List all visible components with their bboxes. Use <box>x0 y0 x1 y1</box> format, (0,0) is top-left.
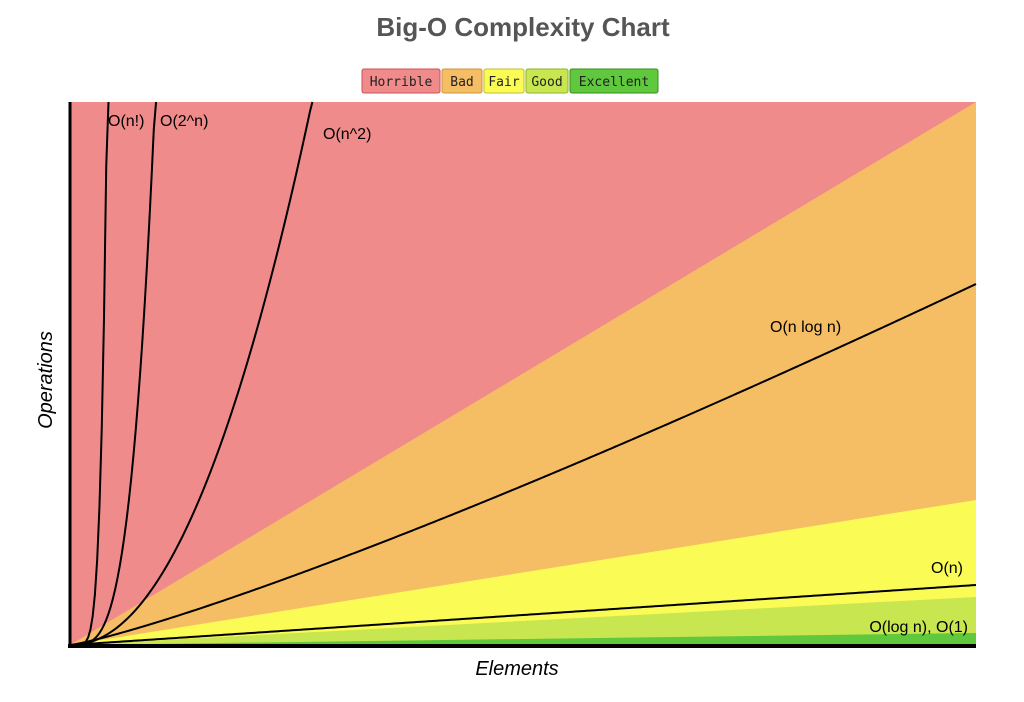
legend-swatch <box>525 68 569 94</box>
curve-labels: O(n!) O(2^n) O(n^2) O(n log n) O(n) O(log n),… <box>108 113 968 636</box>
legend-label: Good <box>531 75 562 90</box>
curve-label-o-n: O(n) <box>931 560 963 577</box>
x-axis-label: Elements <box>475 658 558 680</box>
legend-swatch <box>569 68 659 94</box>
complexity-regions <box>70 102 976 645</box>
legend-item-excellent: Excellent <box>569 68 659 94</box>
region-bad <box>70 102 976 645</box>
region-excellent <box>70 633 976 645</box>
region-good <box>70 597 976 645</box>
y-axis-label: Operations <box>35 331 57 429</box>
legend-item-bad: Bad <box>441 68 483 94</box>
legend-label: Fair <box>488 75 519 90</box>
legend-label: Horrible <box>370 75 433 90</box>
curve-label-o-2-n: O(2^n) <box>160 113 208 130</box>
curve-label-o-n: O(n!) <box>108 113 144 130</box>
legend-swatch <box>483 68 525 94</box>
legend-item-fair: Fair <box>483 68 525 94</box>
curve-o-n <box>69 584 977 646</box>
legend-item-horrible: Horrible <box>361 68 441 94</box>
legend: Horrible Bad Fair Good Excellent <box>361 68 659 94</box>
chart-title: Big-O Complexity Chart <box>376 12 670 42</box>
legend-label: Excellent <box>579 75 649 90</box>
legend-item-good: Good <box>525 68 569 94</box>
legend-swatch <box>361 68 441 94</box>
region-fair <box>70 500 976 645</box>
curve-label-o-n-log-n: O(n log n) <box>770 319 841 336</box>
curve-label-o-log-n-o-1: O(log n), O(1) <box>869 619 968 636</box>
legend-swatch <box>441 68 483 94</box>
curve-label-o-n-2: O(n^2) <box>323 126 371 143</box>
legend-label: Bad <box>450 75 473 90</box>
plot-area: O(n!) O(2^n) O(n^2) O(n log n) O(n) O(log n),… <box>68 101 977 648</box>
curve-o-n-log-n <box>69 283 977 646</box>
curve-o-n-2 <box>69 101 314 646</box>
